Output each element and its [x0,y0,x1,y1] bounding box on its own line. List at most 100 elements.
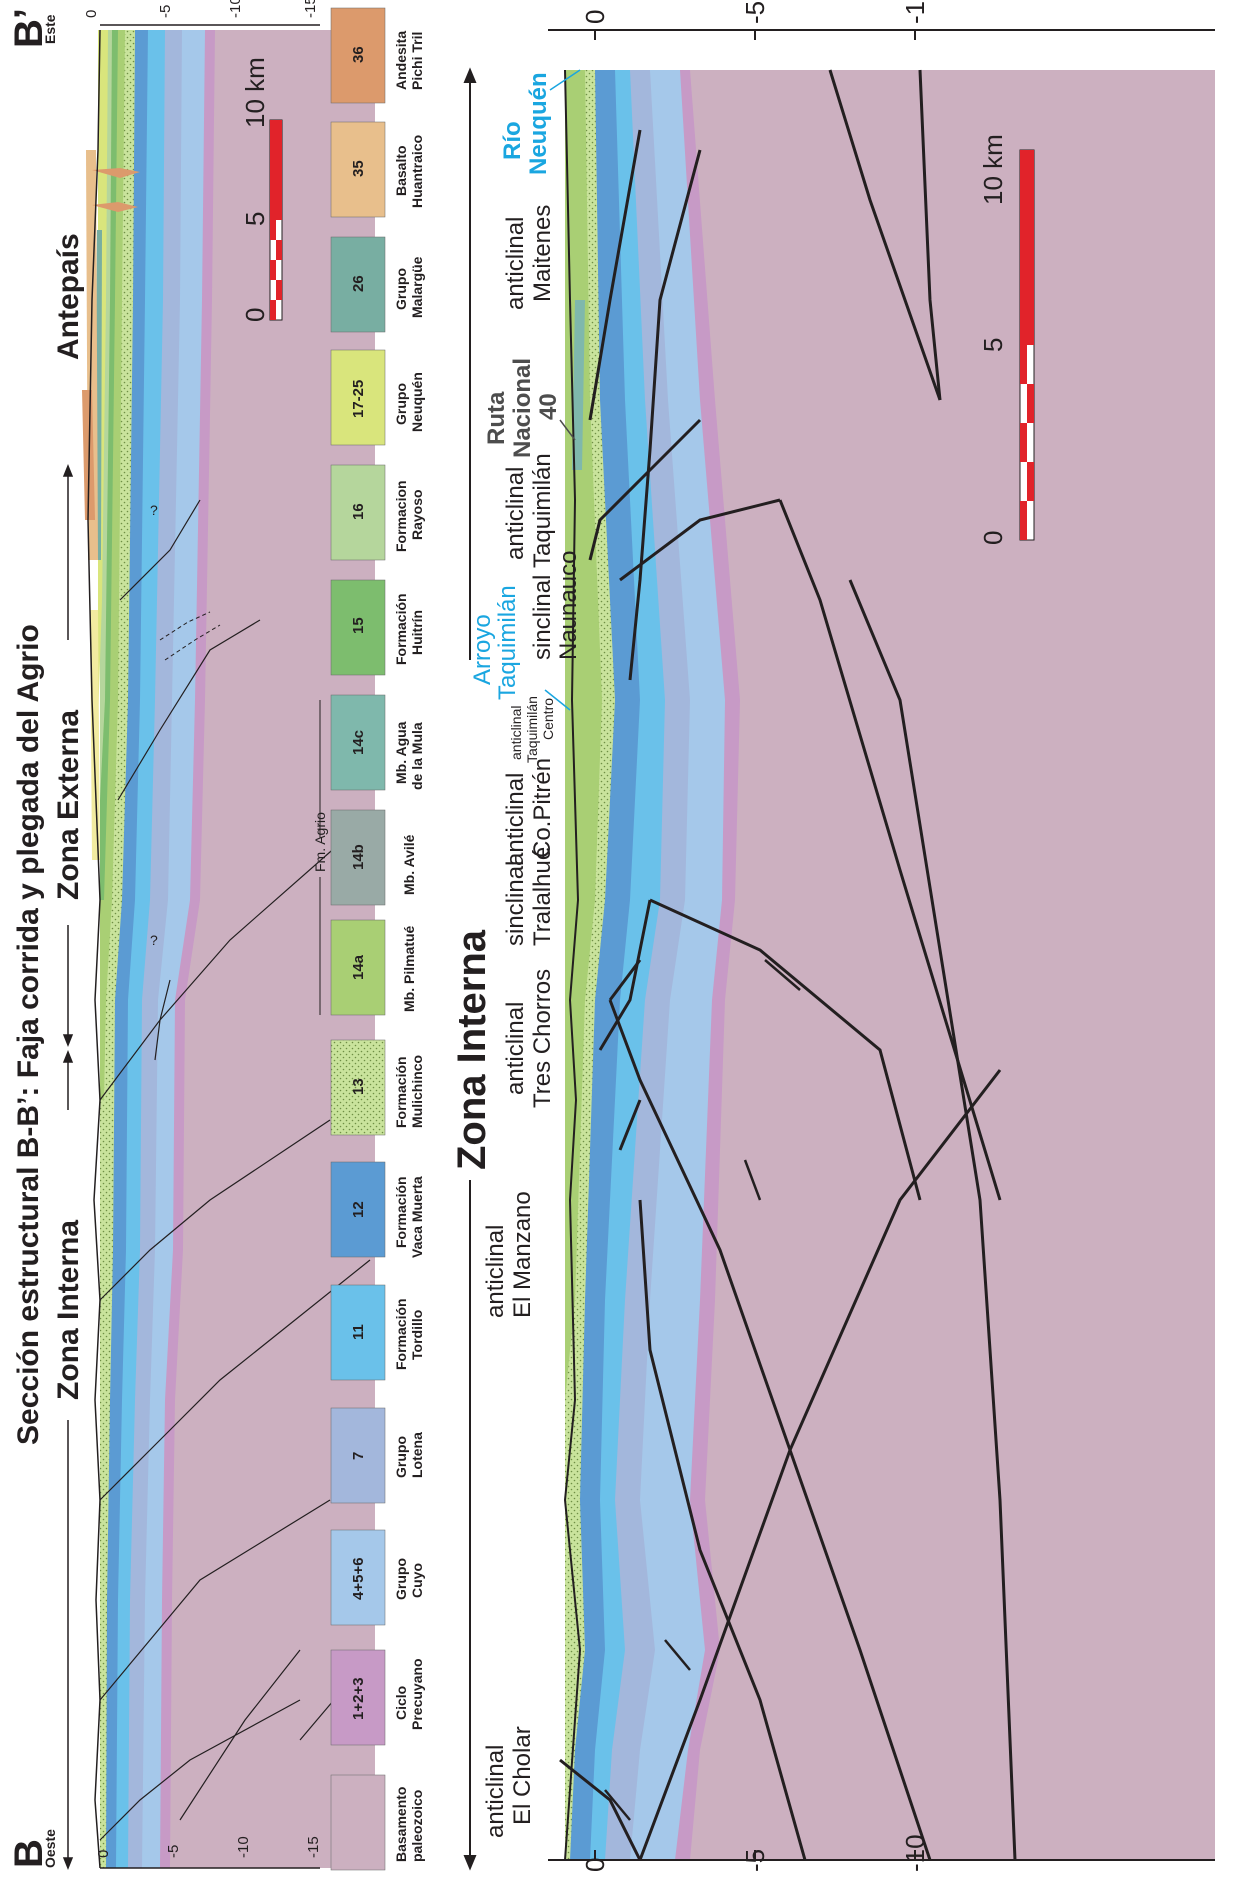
legend-name: Neuquén [409,372,425,432]
structure-label: sinclinal [529,575,556,660]
legend-code: 1+2+3 [350,1677,367,1720]
depth-tick: -15 [302,0,319,18]
detail-zone-label: Zona Interna [450,929,494,1170]
legend-name: Huantraico [409,135,425,208]
legend-code: 36 [350,46,367,63]
structure-label: anticlinal [502,1002,529,1095]
legend-name: Formación [393,1056,409,1128]
detail-depth-tick: -10 [900,0,930,24]
arroyo-leader [544,689,571,711]
legend-item-tordillo: 11 Formación Tordillo [330,1284,425,1381]
structure-label: anticlinal [508,706,524,760]
legend-item-basamento: Basamento paleozoico [330,1774,425,1871]
legend-item-huitrin: 15 Formación Huitrín [330,579,425,676]
ruta-leader [559,419,576,441]
depth-tick: -5 [165,1845,182,1858]
zone-externa-label: Zona Externa [52,710,85,900]
structure-label: sinclinal [502,861,529,946]
legend-name: Grupo [393,268,409,310]
arroyo-label: Arroyo [469,614,496,685]
legend-item-pilmatue: 14a Mb. Pilmatué [330,919,417,1016]
structure-label: Tres Chorros [529,969,556,1108]
legend-item-malargue: 26 Grupo Malargüe [330,236,425,333]
legend-name: Formación [393,1176,409,1248]
direction-left: Oeste [42,1829,58,1868]
legend-name: Rayoso [409,489,425,540]
detail-zone-arrow [463,67,477,1871]
structure-label: anticlinal [482,1745,509,1838]
arroyo-label: Taquimilán [494,585,521,700]
structure-label: anticlinal [482,1225,509,1318]
legend-item-neuquen: 17-25 Grupo Neuquén [330,349,425,446]
depth-tick: 0 [83,10,100,18]
legend-code: 14a [350,954,367,980]
legend-code: 16 [350,503,367,520]
legend-name: Pichi Tril [409,32,425,90]
legend-code: 14c [350,730,367,755]
legend-code: 15 [350,617,367,634]
detail-scale-bar: 0 5 10 km [978,134,1035,545]
detail-depth-tick: -5 [740,1849,770,1872]
legend-name: paleozoico [409,1790,425,1862]
legend-name: Huitrín [409,610,425,655]
legend-name: Formación [393,1298,409,1370]
yellow-cover [90,610,100,860]
legend-name: Grupo [393,1558,409,1600]
detail-faults [559,69,1017,1861]
legend-item-vaca-muerta: 12 Formación Vaca Muerta [330,1161,425,1258]
section-end-right: B’ [7,8,51,48]
legend-name: Vaca Muerta [409,1176,425,1258]
legend-name: Cuyo [409,1563,425,1598]
legend: Basamento paleozoico 1+2+3 Ciclo Precuya… [312,7,425,1871]
detail-topography [563,69,582,1861]
legend-item-precuyano: 1+2+3 Ciclo Precuyano [330,1649,425,1746]
scale-label: 0 [978,531,1008,545]
legend-item-lotena: 7 Grupo Lotena [330,1407,425,1504]
structure-label: El Manzano [509,1191,536,1318]
detail-depth-tick: 0 [580,1858,610,1872]
zone-arrows [62,463,74,1871]
legend-name: Mb. Agua [393,721,409,784]
structure-label: anticlinal [502,467,529,560]
scale-label: 0 [240,308,270,322]
top-depth-ticks-bottom: 0 -5 -10 -15 [95,1836,322,1858]
legend-name: Precuyano [409,1658,425,1730]
structure-label: Centro [540,698,556,740]
scale-label: 10 km [978,134,1008,205]
detail-depth-tick: -10 [900,1834,930,1872]
legend-item-agua-de-la-mula: 14c Mb. Agua de la Mula [330,694,425,791]
legend-code: 14b [350,844,367,870]
uncertain-mark: ? [150,932,158,948]
legend-item-avile: 14b Mb. Avilé [330,809,417,906]
depth-tick: -5 [157,5,174,18]
structure-label: Tralalhué [529,847,556,946]
legend-code: 35 [350,160,367,177]
legend-code: 11 [350,1324,367,1340]
zone-interna-label: Zona Interna [52,1220,85,1400]
legend-name: Basalto [393,145,409,196]
legend-name: Lotena [409,1432,425,1478]
detail-depth-tick: 0 [580,10,610,24]
depth-tick: 0 [95,1850,112,1858]
structure-label: Co.Pitrén [529,758,556,858]
legend-item-andesita: 36 Andesita Pichi Tril [330,7,425,104]
legend-name: Andesita [393,31,409,90]
legend-code: 17-25 [350,380,367,418]
legend-name: Tordillo [409,1310,425,1360]
scale-label: 10 km [240,57,270,128]
legend-name: Basamento [393,1787,409,1862]
top-depth-ticks-top: 0 -5 -10 -15 [83,0,319,18]
top-section: 0 -5 -10 -15 0 -5 -10 -15 B Oeste B’ Est… [7,0,375,1871]
legend-name: Grupo [393,1436,409,1478]
structure-label: Maitenes [529,205,556,302]
legend-name: Formación [393,593,409,665]
depth-tick: -10 [235,1836,252,1858]
intrusion-2 [92,202,138,212]
legend-code: 13 [350,1078,367,1095]
legend-code: 26 [350,275,367,292]
top-dashed-faults [159,611,221,661]
direction-right: Este [42,14,58,44]
top-depth-axis [100,24,320,1869]
bottom-section: 0 -5 -10 0 -5 -10 Zona Interna anticlina… [450,0,1215,1872]
